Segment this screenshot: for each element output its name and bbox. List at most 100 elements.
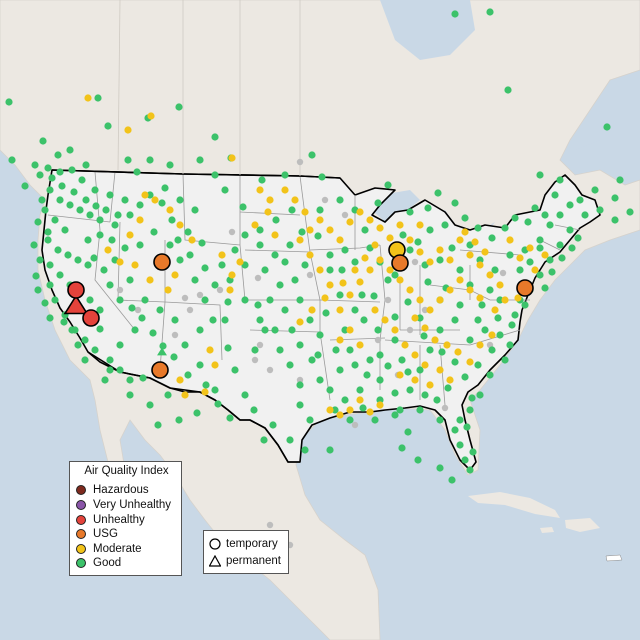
moderate-marker: [488, 331, 496, 339]
good-marker: [448, 476, 456, 484]
good-marker: [556, 176, 564, 184]
good-marker: [366, 356, 374, 364]
good-marker: [191, 206, 199, 214]
good-marker: [338, 266, 346, 274]
legend-item-temporary: temporary: [209, 537, 278, 551]
no-data-marker: [421, 306, 429, 314]
moderate-marker: [416, 248, 424, 256]
moderate-marker: [256, 186, 264, 194]
good-marker: [211, 171, 219, 179]
good-marker: [438, 348, 446, 356]
hudson-bay: [380, 0, 475, 60]
good-marker: [301, 261, 309, 269]
good-marker: [436, 326, 444, 334]
moderate-marker: [339, 279, 347, 287]
good-marker: [481, 326, 489, 334]
moderate-marker: [446, 256, 454, 264]
good-marker: [326, 446, 334, 454]
good-marker: [476, 391, 484, 399]
good-marker: [469, 448, 477, 456]
good-marker: [108, 236, 116, 244]
moderate-marker: [104, 246, 112, 254]
good-marker: [191, 276, 199, 284]
good-marker: [86, 211, 94, 219]
good-marker: [36, 256, 44, 264]
good-marker: [104, 122, 112, 130]
good-marker: [170, 353, 178, 361]
good-marker: [531, 204, 539, 212]
moderate-marker: [371, 241, 379, 249]
good-marker: [68, 326, 76, 334]
good-marker: [34, 286, 42, 294]
good-marker: [106, 191, 114, 199]
good-marker: [8, 156, 16, 164]
good-marker: [271, 326, 279, 334]
good-marker: [456, 441, 464, 449]
good-marker: [66, 146, 74, 154]
legend-label: Very Unhealthy: [93, 499, 171, 511]
moderate-marker: [171, 271, 179, 279]
good-marker: [461, 456, 469, 464]
good-marker: [184, 371, 192, 379]
moderate-marker: [391, 326, 399, 334]
moderate-marker: [411, 376, 419, 384]
good-marker: [416, 406, 424, 414]
triangle-icon: [209, 555, 221, 567]
unhealthy-swatch-icon: [76, 515, 86, 525]
no-data-marker: [216, 286, 224, 294]
good-marker: [526, 258, 534, 266]
good-marker: [336, 366, 344, 374]
moderate-marker: [296, 236, 304, 244]
good-marker: [314, 351, 322, 359]
good-marker: [239, 203, 247, 211]
good-marker: [261, 326, 269, 334]
good-marker: [308, 151, 316, 159]
good-marker: [391, 271, 399, 279]
good-marker: [241, 296, 249, 304]
moderate-marker: [466, 286, 474, 294]
moderate-marker: [396, 221, 404, 229]
moderate-marker: [306, 251, 314, 259]
moderate-marker: [84, 94, 92, 102]
good-marker: [398, 444, 406, 452]
good-marker: [56, 196, 64, 204]
good-marker: [616, 176, 624, 184]
good-marker: [198, 239, 206, 247]
good-marker: [251, 346, 259, 354]
good-marker: [486, 8, 494, 16]
unhealthy-marker: [67, 281, 85, 299]
moderate-marker: [181, 391, 189, 399]
good-marker: [202, 381, 210, 389]
good-marker: [551, 191, 559, 199]
good-marker: [468, 394, 476, 402]
good-marker: [474, 224, 482, 232]
moderate-marker: [228, 271, 236, 279]
good-marker: [611, 194, 619, 202]
usg-marker: [516, 279, 534, 297]
moderate-marker: [236, 258, 244, 266]
good-marker: [78, 176, 86, 184]
good-marker: [426, 346, 434, 354]
good-marker: [260, 436, 268, 444]
moderate-marker: [421, 324, 429, 332]
moderate-marker: [316, 216, 324, 224]
good-marker: [126, 391, 134, 399]
gulf-of-st-lawrence: [575, 140, 620, 168]
good-marker: [478, 301, 486, 309]
moderate-marker: [336, 411, 344, 419]
good-marker: [363, 371, 371, 379]
good-marker: [331, 406, 339, 414]
good-marker: [84, 236, 92, 244]
legend-item-unhealthy: Unhealthy: [76, 513, 145, 527]
usg-marker: [153, 253, 171, 271]
moderate-marker: [416, 221, 424, 229]
moderate-marker: [376, 224, 384, 232]
good-marker: [488, 346, 496, 354]
moderate-marker: [316, 266, 324, 274]
cuba-island: [468, 492, 560, 518]
good-marker: [516, 266, 524, 274]
good-marker: [224, 298, 232, 306]
aqi-legend: Air Quality Index Hazardous Very Unhealt…: [69, 461, 182, 576]
moderate-marker: [264, 208, 272, 216]
good-marker: [456, 266, 464, 274]
